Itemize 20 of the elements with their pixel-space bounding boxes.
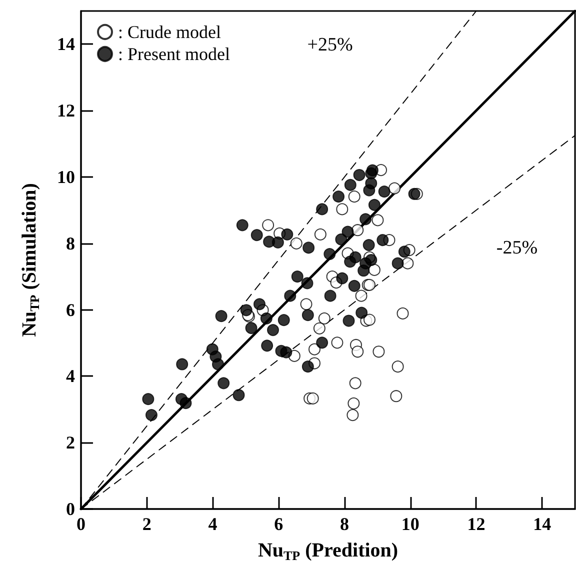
y-tick-label: 6 — [66, 300, 75, 320]
x-tick-label: 10 — [401, 514, 420, 534]
x-tick-label: 14 — [533, 514, 552, 534]
x-tick-label: 8 — [340, 514, 349, 534]
x-tick-label: 2 — [142, 514, 152, 534]
y-axis-title: NuTP (Simulation) — [18, 183, 42, 337]
annotation: -25% — [496, 238, 538, 258]
y-tick-label: 12 — [57, 100, 75, 121]
x-tick-label: 6 — [274, 514, 284, 534]
x-tick-label: 12 — [467, 514, 486, 534]
y-tick-label: 2 — [66, 432, 75, 453]
annotation: +25% — [307, 34, 353, 56]
legend-label: : Crude model — [118, 22, 221, 42]
y-tick-label: 4 — [66, 366, 75, 386]
y-tick-label: 14 — [57, 34, 75, 54]
y-tick-label: 10 — [57, 167, 75, 187]
y-tick-label: 0 — [66, 499, 75, 519]
legend-label: : Present model — [118, 44, 230, 64]
y-tick-label: 8 — [66, 233, 75, 254]
x-tick-label: 4 — [208, 514, 218, 534]
